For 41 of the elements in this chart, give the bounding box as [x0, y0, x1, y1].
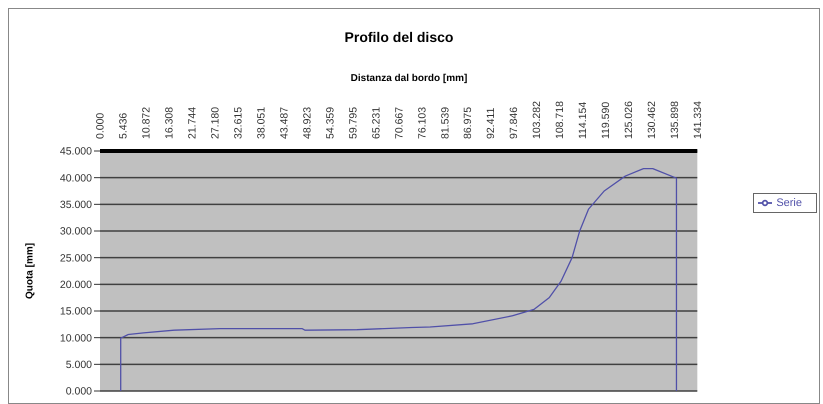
legend-label: Serie [776, 196, 802, 209]
x-tick-label: 54.359 [324, 106, 336, 139]
y-tick-label: 15.000 [60, 306, 92, 318]
x-tick-label: 141.334 [692, 100, 704, 139]
x-tick-label: 32.615 [232, 106, 245, 139]
y-tick-label: 40.000 [60, 172, 92, 184]
line-series [120, 168, 678, 391]
x-tick-label: 10.872 [140, 106, 153, 139]
y-tick-label: 45.000 [60, 146, 92, 158]
x-axis-title: Distanza dal bordo [mm] [350, 73, 468, 84]
x-tick-label: 135.898 [669, 100, 682, 139]
x-tick-label: 76.103 [416, 106, 428, 139]
x-tick-label: 114.154 [577, 102, 590, 139]
x-tick-label: 43.487 [278, 106, 290, 139]
y-tick-label: 10.000 [60, 332, 92, 344]
y-axis-title: Quota [mm] [24, 242, 36, 300]
x-tick-label: 130.462 [646, 100, 658, 139]
x-tick-label: 97.846 [508, 106, 520, 139]
x-tick-label: 16.308 [164, 106, 176, 139]
x-tick-label: 65.231 [370, 106, 382, 139]
chart-title: Profilo del disco [344, 29, 454, 45]
x-tick-label: 27.180 [210, 106, 222, 139]
x-tick-label: 119.590 [600, 102, 612, 139]
y-tick-label: 20.000 [60, 279, 92, 292]
y-tick-label: 25.000 [60, 252, 92, 264]
y-tick-label: 5.000 [66, 359, 92, 372]
x-tick-label: 108.718 [554, 100, 566, 139]
x-tick-label: 5.436 [118, 112, 130, 139]
x-tick-label: 38.051 [255, 106, 268, 139]
x-tick-label: 92.411 [485, 108, 498, 139]
x-tick-label: 70.667 [393, 106, 406, 139]
y-tick-label: 30.000 [60, 226, 92, 238]
y-tick-label: 0.000 [66, 386, 92, 398]
x-tick-label: 86.975 [462, 106, 474, 139]
x-tick-label: 125.026 [623, 100, 636, 139]
x-tick-label: 21.744 [186, 106, 199, 139]
y-tick-label: 35.000 [60, 199, 92, 212]
x-tick-label: 48.923 [301, 106, 314, 139]
x-tick-label: 81.539 [439, 106, 452, 139]
x-tick-label: 103.282 [531, 100, 544, 139]
x-tick-label: 59.795 [347, 106, 360, 139]
